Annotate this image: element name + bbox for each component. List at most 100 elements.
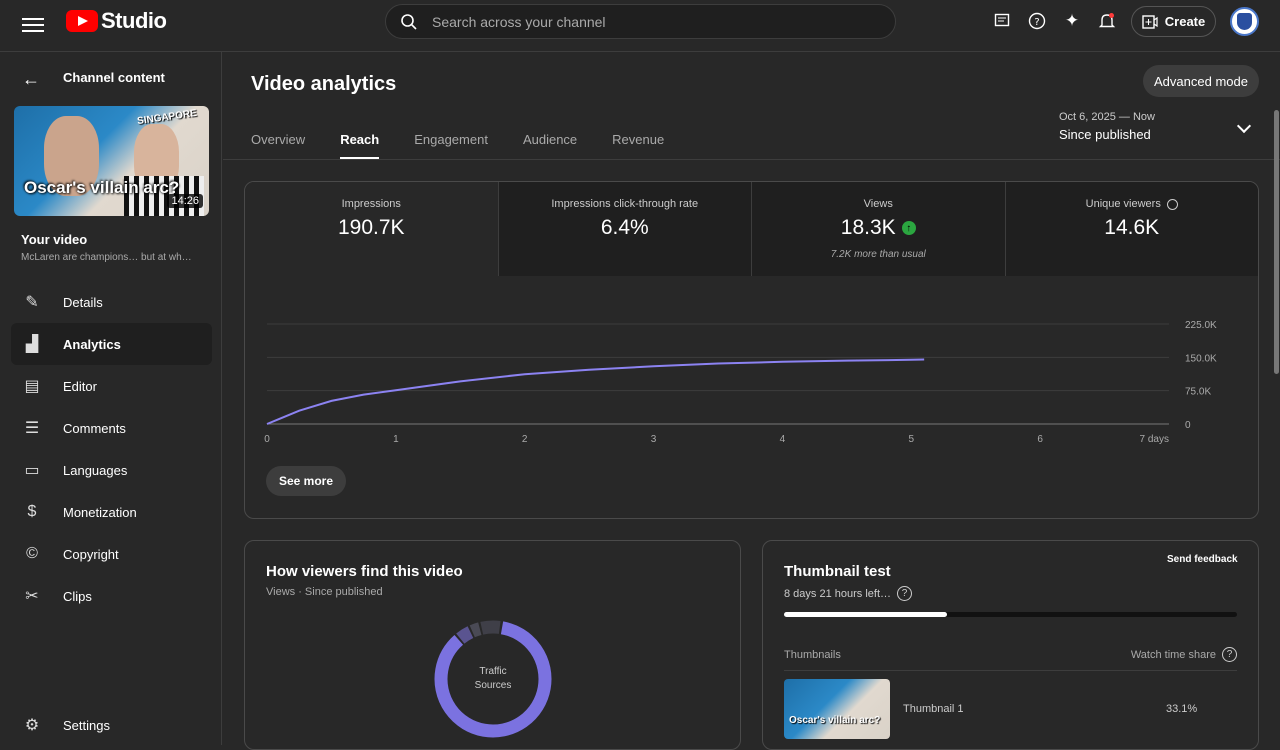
- metric-value: 6.4%: [600, 216, 649, 239]
- sidebar-item-copyright[interactable]: © Copyright: [11, 533, 212, 575]
- chevron-down-icon[interactable]: [1236, 118, 1252, 134]
- scissors-icon: ✂: [25, 588, 39, 605]
- help-icon[interactable]: ?: [1027, 11, 1047, 31]
- page-title: Video analytics: [251, 73, 397, 95]
- tab-audience[interactable]: Audience: [522, 132, 578, 147]
- metric-value: 190.7K: [337, 216, 405, 239]
- table-row[interactable]: Oscar's villain arc? Thumbnail 1 33.1%: [784, 679, 1237, 739]
- search-bar[interactable]: [385, 4, 896, 39]
- card-title: How viewers find this video: [266, 563, 463, 580]
- progress-fill: [784, 612, 948, 617]
- tab-engagement[interactable]: Engagement: [414, 132, 488, 147]
- thumbnail-title: Oscar's villain arc?: [789, 715, 881, 726]
- sidebar-nav: ✎ Details ▟ Analytics ▤ Editor ☰ Comments ▭ L…: [11, 281, 212, 617]
- donut-label: Sources: [475, 680, 512, 691]
- your-video-label: Your video: [21, 232, 88, 247]
- metric-label: Impressions: [341, 198, 401, 210]
- y-tick-label: 0: [1185, 420, 1191, 431]
- account-avatar[interactable]: [1230, 7, 1259, 36]
- send-feedback-link[interactable]: Send feedback: [1167, 554, 1238, 565]
- search-input[interactable]: [432, 13, 872, 30]
- svg-text:?: ?: [1034, 17, 1039, 28]
- search-icon: [401, 13, 417, 30]
- scrollbar-thumb[interactable]: [1274, 110, 1279, 374]
- video-title: McLaren are champions… but at wh…: [21, 252, 192, 263]
- thumbnail-title: Oscar's villain arc?: [24, 178, 180, 197]
- x-tick-label: 6: [1037, 434, 1043, 445]
- advanced-mode-button[interactable]: Advanced mode: [1143, 65, 1259, 97]
- y-tick-label: 150.0K: [1185, 353, 1217, 364]
- metric-views[interactable]: Views 18.3K ↑ 7.2K more than usual: [752, 182, 1006, 276]
- create-label: Create: [1164, 14, 1206, 29]
- date-range-label: Since published: [1059, 127, 1151, 142]
- thumbnail-image: Oscar's villain arc?: [784, 679, 890, 739]
- column-header: Thumbnails: [784, 648, 841, 661]
- scrollbar[interactable]: [1274, 104, 1280, 374]
- x-tick-label: 0: [264, 434, 270, 445]
- film-icon: ▤: [24, 378, 40, 395]
- thumbnail-tag: SINGAPORE: [136, 107, 198, 128]
- see-more-button[interactable]: See more: [266, 466, 346, 496]
- studio-logo[interactable]: Studio: [66, 8, 167, 33]
- card-subtitle: Views · Since published: [266, 586, 383, 598]
- metric-value: 14.6K: [1104, 216, 1160, 239]
- sidebar-item-settings[interactable]: ⚙ Settings: [11, 704, 212, 746]
- sidebar-item-clips[interactable]: ✂ Clips: [11, 575, 212, 617]
- logo-text: Studio: [101, 8, 167, 33]
- x-tick-label: 1: [393, 434, 399, 445]
- tab-overview[interactable]: Overview: [251, 132, 306, 147]
- donut-slice: [434, 620, 552, 738]
- sidebar: ← Channel content SINGAPORE Oscar's vill…: [0, 52, 222, 745]
- help-icon[interactable]: ?: [1222, 647, 1237, 662]
- menu-icon[interactable]: [22, 14, 44, 36]
- dollar-icon: $: [27, 503, 37, 520]
- sidebar-item-analytics[interactable]: ▟ Analytics: [11, 323, 212, 365]
- metric-unique-viewers[interactable]: Unique viewers 14.6K: [1005, 182, 1258, 276]
- donut-slice: [434, 620, 552, 738]
- notifications-bell-icon[interactable]: [1097, 11, 1117, 31]
- feedback-icon[interactable]: [992, 11, 1012, 31]
- card-title: Thumbnail test: [784, 563, 891, 580]
- back-label[interactable]: Channel content: [63, 70, 165, 85]
- date-range-text: Oct 6, 2025 — Now: [1059, 111, 1155, 123]
- traffic-sources-card: How viewers find this video Views · Sinc…: [244, 540, 741, 750]
- x-tick-label: 2: [522, 434, 528, 445]
- pencil-icon: ✎: [25, 294, 39, 311]
- date-range-picker[interactable]: Oct 6, 2025 — Now Since published: [1059, 111, 1155, 142]
- subtitles-icon: ▭: [24, 462, 40, 479]
- sidebar-item-languages[interactable]: ▭ Languages: [11, 449, 212, 491]
- shield-icon: [1237, 13, 1252, 30]
- sidebar-item-details[interactable]: ✎ Details: [11, 281, 212, 323]
- metric-impressions[interactable]: Impressions 190.7K: [245, 182, 499, 276]
- donut-slice: [434, 620, 552, 738]
- copyright-icon: ©: [26, 545, 38, 562]
- sidebar-item-monetization[interactable]: $ Monetization: [11, 491, 212, 533]
- sidebar-item-comments[interactable]: ☰ Comments: [11, 407, 212, 449]
- sidebar-item-label: Analytics: [63, 336, 121, 352]
- sidebar-item-editor[interactable]: ▤ Editor: [11, 365, 212, 407]
- metric-label: Unique viewers: [1085, 198, 1161, 210]
- test-progress-bar: [784, 612, 1237, 617]
- analytics-tabs: Overview Reach Engagement Audience Reven…: [251, 131, 664, 159]
- time-left-row: 8 days 21 hours left…?: [784, 586, 913, 601]
- donut-label: Traffic: [479, 666, 506, 677]
- thumbnail-face: [44, 116, 99, 196]
- metric-tabs: Impressions 190.7K Impressions click-thr…: [245, 182, 1258, 276]
- impressions-series-line[interactable]: [266, 358, 925, 425]
- metric-ctr[interactable]: Impressions click-through rate 6.4%: [498, 182, 752, 276]
- create-button[interactable]: Create: [1131, 6, 1216, 37]
- create-video-icon: [1142, 14, 1158, 29]
- reach-card: Impressions 190.7K Impressions click-thr…: [244, 181, 1259, 519]
- tab-reach[interactable]: Reach: [340, 131, 380, 159]
- metric-value-row: 18.3K ↑: [752, 216, 1005, 240]
- sidebar-item-label: Comments: [63, 420, 126, 436]
- metric-note: 7.2K more than usual: [830, 249, 926, 260]
- back-arrow-icon[interactable]: ←: [22, 69, 40, 89]
- help-icon[interactable]: ?: [897, 586, 913, 601]
- tab-revenue[interactable]: Revenue: [612, 132, 665, 147]
- comment-icon: ☰: [24, 420, 40, 437]
- sidebar-item-label: Details: [63, 294, 103, 310]
- traffic-donut-chart[interactable]: Traffic Sources: [428, 614, 558, 744]
- video-thumbnail[interactable]: SINGAPORE Oscar's villain arc? 14:26: [14, 106, 209, 216]
- sparkle-icon[interactable]: ✦: [1064, 11, 1080, 30]
